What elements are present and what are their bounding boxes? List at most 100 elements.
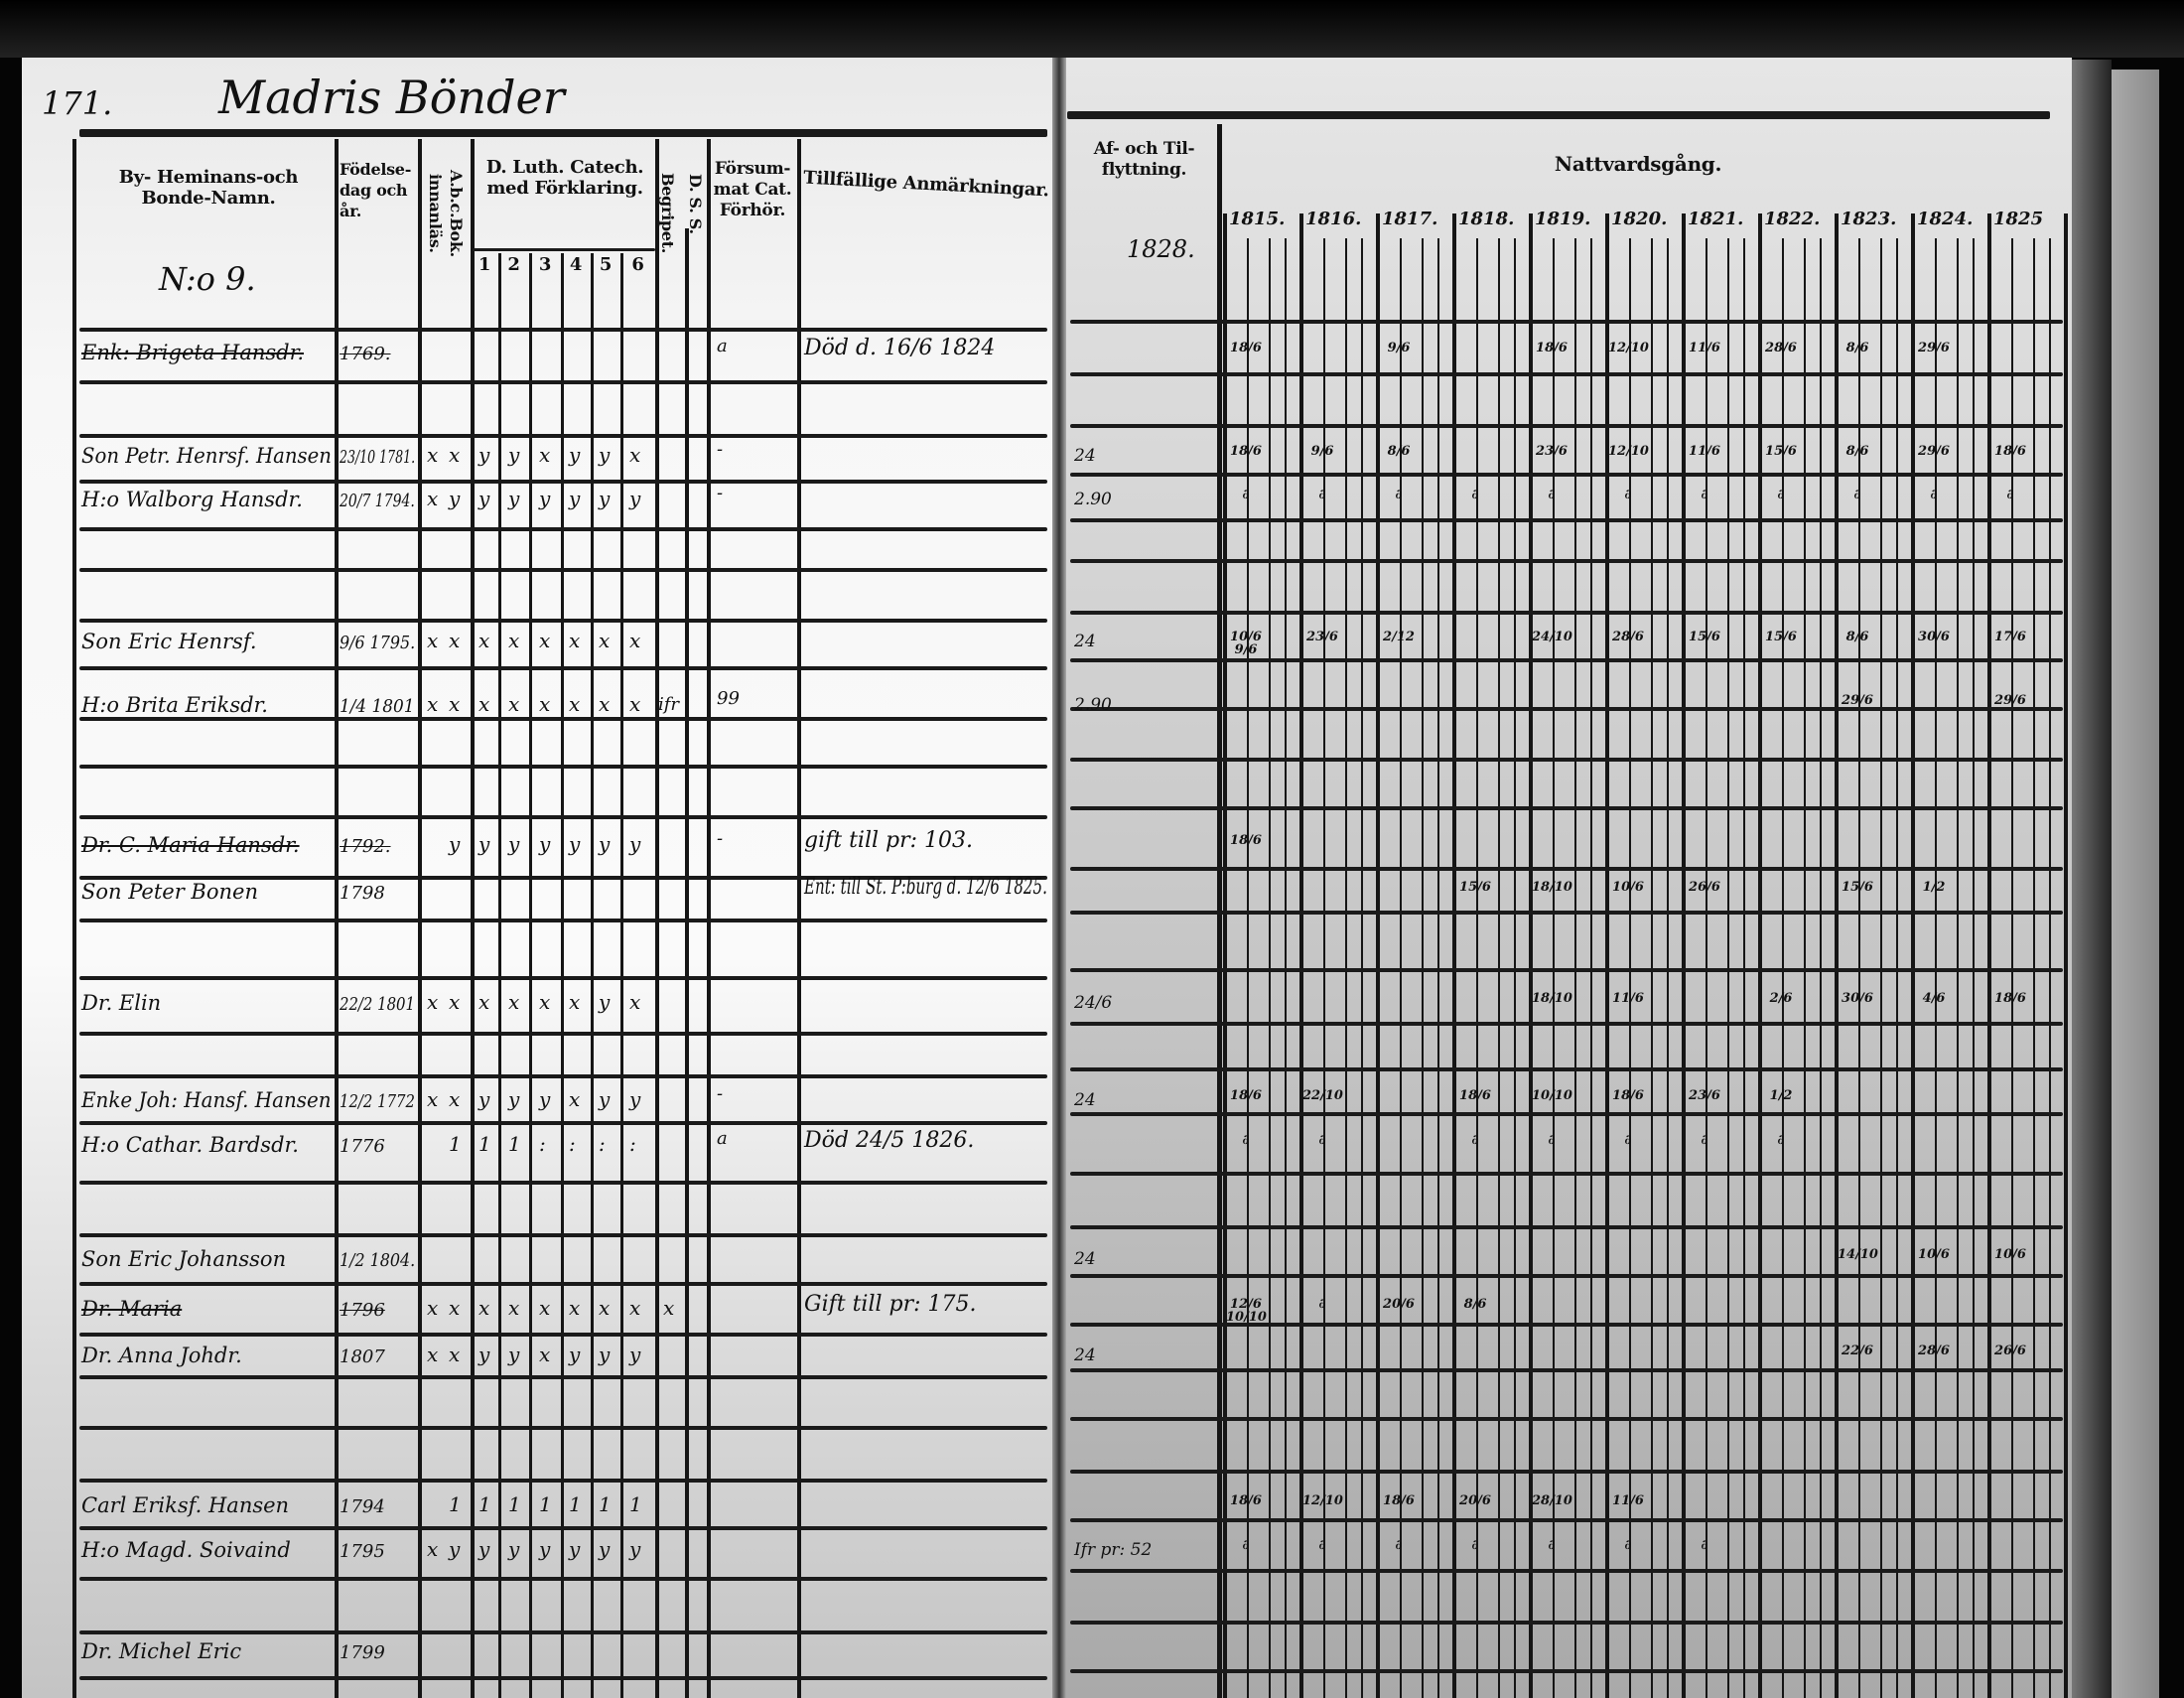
birth-date: 1769. xyxy=(340,344,391,364)
row-rule xyxy=(1070,1518,2063,1522)
communion-date: 8/6 xyxy=(1845,341,1869,355)
book-gutter xyxy=(1052,58,1066,1698)
communion-date: 15/6 xyxy=(1842,880,1873,895)
reading-mark: y xyxy=(478,1087,490,1111)
reading-mark: y xyxy=(449,1537,461,1561)
row-rule xyxy=(79,480,1047,484)
row-rule xyxy=(79,919,1047,922)
communion-date: ∂ xyxy=(1318,1297,1326,1312)
reading-mark: : xyxy=(599,1132,606,1156)
column-rule xyxy=(620,253,623,1698)
communion-date: 10/10 xyxy=(1532,1088,1572,1103)
communion-date: 1/2 xyxy=(1922,880,1946,895)
year-column-rule xyxy=(1452,213,1456,1698)
moving-note: 24 xyxy=(1074,632,1096,651)
reading-mark: x xyxy=(508,990,520,1014)
reading-mark: x xyxy=(599,1296,611,1320)
reading-mark: x xyxy=(539,1296,551,1320)
reading-mark: x xyxy=(569,990,581,1014)
column-rule xyxy=(529,253,532,1698)
row-rule xyxy=(79,619,1047,623)
row-rule xyxy=(79,1121,1047,1125)
communion-date: 18/10 xyxy=(1532,880,1572,895)
communion-date: 8/6 xyxy=(1463,1297,1487,1312)
remark: Gift till pr: 175. xyxy=(804,1292,977,1317)
communion-date: ∂ xyxy=(1701,1133,1708,1148)
communion-date: 12/10 xyxy=(1608,341,1649,355)
dss-note: ifr xyxy=(658,694,680,715)
row-rule xyxy=(79,434,1047,438)
communion-date: 18/6 xyxy=(1383,1493,1415,1508)
birth-date: 9/6 1795. xyxy=(340,633,416,653)
person-name: Dr. Elin xyxy=(81,991,162,1015)
reading-mark: x xyxy=(508,1296,520,1320)
header-forsummat: Försum-mat Cat. Förhör. xyxy=(713,159,792,220)
communion-date: ∂ xyxy=(1318,1538,1326,1553)
row-rule xyxy=(1070,424,2063,428)
communion-date: 26/6 xyxy=(1689,880,1720,895)
forsummat-note: - xyxy=(717,1083,724,1104)
communion-date: 17/6 xyxy=(1994,630,2026,644)
communion-date: 22/6 xyxy=(1842,1344,1873,1358)
row-rule xyxy=(79,1375,1047,1379)
person-name: Carl Eriksf. Hansen xyxy=(81,1493,290,1517)
reading-mark: x xyxy=(449,443,461,467)
row-rule xyxy=(79,1233,1047,1237)
row-rule xyxy=(79,976,1047,980)
year-column-rule xyxy=(1758,213,1762,1698)
person-name: Son Eric Johansson xyxy=(81,1247,287,1271)
row-rule xyxy=(1070,1621,2063,1625)
row-rule xyxy=(1070,559,2063,563)
forsummat-note: a xyxy=(717,336,728,356)
moving-note: 24 xyxy=(1074,446,1096,466)
catechism-part-number: 1 xyxy=(478,254,491,275)
person-name: Son Petr. Henrsf. Hansen xyxy=(81,444,332,468)
communion-date: 9/6 xyxy=(1387,341,1411,355)
communion-date: 24/10 xyxy=(1532,630,1572,644)
household-number: N:o 9. xyxy=(159,260,256,298)
communion-date: 28/6 xyxy=(1765,341,1797,355)
row-rule xyxy=(1070,1669,2063,1673)
year-column-rule xyxy=(1605,213,1609,1698)
forsummat-note: 99 xyxy=(717,688,740,709)
year-header: 1818. xyxy=(1458,209,1515,229)
year-header: 1816. xyxy=(1305,209,1362,229)
remark: gift till pr: 103. xyxy=(804,828,974,853)
year-column-rule xyxy=(1223,213,1227,1698)
reading-mark: y xyxy=(629,487,641,510)
communion-date: 2/12 xyxy=(1383,630,1415,644)
reading-mark: y xyxy=(508,1343,520,1366)
catechism-part-number: 5 xyxy=(599,254,613,275)
reading-mark: x xyxy=(427,692,439,716)
year-header: 1820. xyxy=(1611,209,1668,229)
year-header: 1819. xyxy=(1535,209,1591,229)
reading-mark: y xyxy=(569,1537,581,1561)
communion-date: ∂ xyxy=(1471,1133,1479,1148)
remark: Död 24/5 1826. xyxy=(804,1128,975,1153)
reading-mark: x xyxy=(449,1087,461,1111)
row-rule xyxy=(1070,806,2063,810)
communion-date: ∂ xyxy=(1395,1538,1403,1553)
reading-mark: y xyxy=(569,487,581,510)
reading-mark: x xyxy=(449,990,461,1014)
communion-date: 29/6 xyxy=(1918,341,1950,355)
communion-date: 4/6 xyxy=(1922,991,1946,1006)
reading-mark: y xyxy=(569,1343,581,1366)
reading-mark: x xyxy=(539,629,551,652)
person-name: Dr. Anna Johdr. xyxy=(81,1344,242,1367)
person-name: Son Peter Bonen xyxy=(81,880,258,904)
reading-mark: x xyxy=(539,443,551,467)
communion-date: ∂ xyxy=(1242,1133,1250,1148)
column-rule xyxy=(72,139,76,1698)
reading-mark: y xyxy=(478,443,490,467)
row-rule xyxy=(79,1426,1047,1430)
row-rule xyxy=(1070,1569,2063,1573)
reading-mark: x xyxy=(539,990,551,1014)
communion-date: 18/10 xyxy=(1532,991,1572,1006)
row-rule xyxy=(1070,518,2063,522)
birth-date: 1807 xyxy=(340,1346,385,1367)
moving-note: Ifr pr: 52 xyxy=(1074,1540,1153,1560)
reading-mark: y xyxy=(508,443,520,467)
communion-date: 18/6 xyxy=(1994,444,2026,459)
reading-mark: x xyxy=(569,1296,581,1320)
